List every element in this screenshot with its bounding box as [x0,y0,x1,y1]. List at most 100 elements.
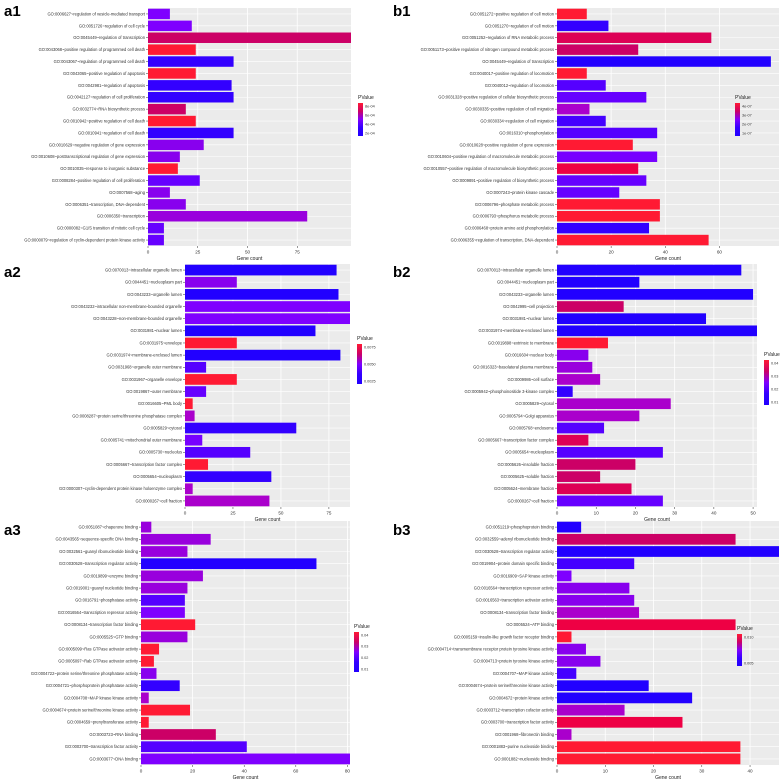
bar[interactable] [557,175,647,186]
bar[interactable] [557,398,671,410]
bar[interactable] [557,546,779,557]
bar[interactable] [557,80,606,91]
bar[interactable] [557,374,601,385]
bar[interactable] [148,115,196,127]
bar[interactable] [557,459,636,470]
bar[interactable] [141,643,160,655]
bar[interactable] [557,187,620,198]
bar[interactable] [141,729,216,740]
bar[interactable] [185,313,350,325]
bar[interactable] [557,115,606,127]
bar[interactable] [557,127,658,139]
bar[interactable] [141,753,350,765]
bar[interactable] [148,222,164,234]
bar[interactable] [557,446,663,458]
bar[interactable] [148,199,186,210]
bar[interactable] [557,301,624,312]
bar[interactable] [185,264,337,276]
bar[interactable] [557,92,647,103]
bar[interactable] [148,163,178,174]
bar[interactable] [141,716,149,728]
bar[interactable] [557,594,635,606]
bar[interactable] [557,20,609,32]
bar[interactable] [557,741,741,753]
bar[interactable] [557,337,608,349]
bar[interactable] [148,103,186,115]
bar[interactable] [557,422,605,434]
bar[interactable] [557,434,589,446]
bar[interactable] [557,289,754,300]
bar[interactable] [185,410,195,422]
bar[interactable] [141,619,196,631]
bar[interactable] [185,459,209,470]
bar[interactable] [557,325,757,337]
bar[interactable] [557,32,712,43]
bar[interactable] [141,668,157,679]
bar[interactable] [141,558,317,570]
bar[interactable] [148,127,234,139]
bar[interactable] [185,446,251,458]
bar[interactable] [141,741,247,753]
bar[interactable] [148,80,232,91]
bar[interactable] [185,361,207,373]
bar[interactable] [557,704,625,716]
bar[interactable] [185,289,339,300]
bar[interactable] [148,68,196,79]
bar[interactable] [557,234,709,246]
bar[interactable] [185,276,237,288]
bar[interactable] [185,483,193,495]
bar[interactable] [557,211,660,222]
bar[interactable] [557,716,683,728]
bar[interactable] [557,276,640,288]
bar[interactable] [557,222,650,234]
bar[interactable] [148,187,170,198]
bar[interactable] [141,533,211,545]
bar[interactable] [557,533,736,545]
bar[interactable] [141,692,149,704]
bar[interactable] [148,20,192,32]
bar[interactable] [557,8,587,20]
bar[interactable] [557,692,693,704]
bar[interactable] [557,495,663,507]
bar[interactable] [557,163,639,174]
bar[interactable] [185,422,297,434]
bar[interactable] [185,325,316,337]
bar[interactable] [148,175,200,186]
bar[interactable] [557,680,649,692]
bar[interactable] [557,570,572,582]
bar[interactable] [557,68,587,79]
bar[interactable] [557,483,632,495]
bar[interactable] [148,56,234,67]
bar[interactable] [185,337,237,349]
bar[interactable] [557,729,572,740]
bar[interactable] [141,631,188,643]
bar[interactable] [557,349,589,361]
bar[interactable] [557,753,741,765]
bar[interactable] [557,313,707,325]
bar[interactable] [141,704,191,716]
bar[interactable] [185,434,203,446]
bar[interactable] [185,398,193,410]
bar[interactable] [557,643,586,655]
bar[interactable] [185,495,270,507]
bar[interactable] [141,546,188,557]
bar[interactable] [557,582,630,594]
bar[interactable] [557,471,601,482]
bar[interactable] [557,521,582,533]
bar[interactable] [557,668,577,679]
bar[interactable] [141,582,188,594]
bar[interactable] [557,361,593,373]
bar[interactable] [141,680,180,692]
bar[interactable] [185,301,350,312]
bar[interactable] [557,558,635,570]
bar[interactable] [557,139,633,151]
bar[interactable] [557,607,640,618]
bar[interactable] [141,655,154,667]
bar[interactable] [148,151,180,162]
bar[interactable] [141,607,185,618]
bar[interactable] [557,199,660,210]
bar[interactable] [148,92,234,103]
bar[interactable] [148,44,196,55]
bar[interactable] [141,570,203,582]
bar[interactable] [185,349,341,361]
